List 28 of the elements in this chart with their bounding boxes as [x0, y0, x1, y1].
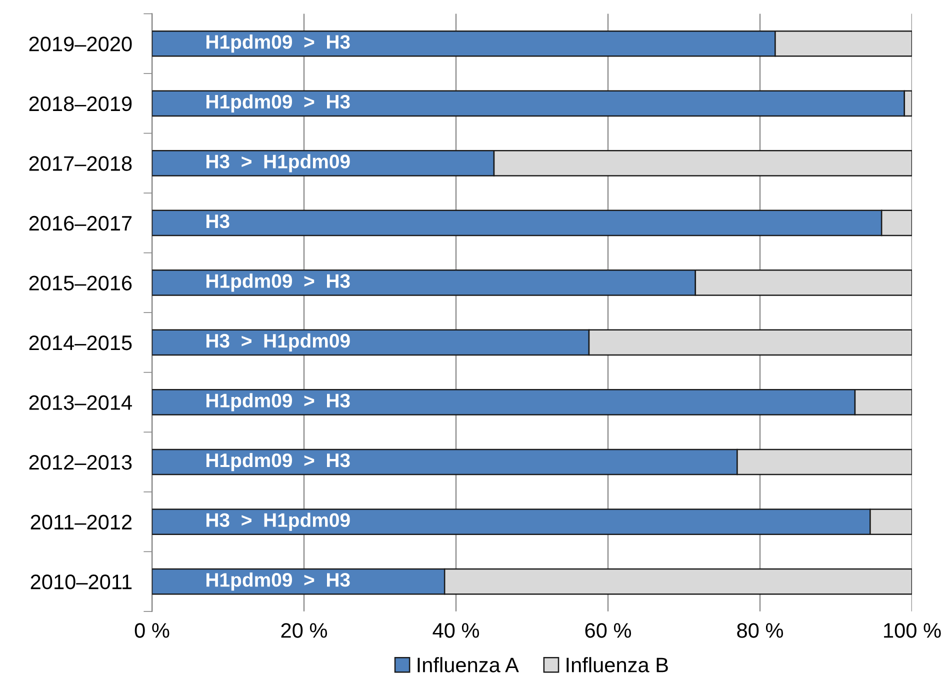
- x-tick-label: 80 %: [737, 623, 783, 638]
- annotation: H3 > H1pdm09: [206, 333, 350, 352]
- annotation: H3 > H1pdm09: [206, 512, 350, 531]
- x-tick-label: 0 %: [134, 623, 170, 638]
- y-tick-label: 2014–2015: [29, 335, 132, 350]
- x-tick-label: 100 %: [884, 623, 941, 638]
- annotation: H1pdm09 > H3: [206, 572, 350, 591]
- annotation: H3 > H1pdm09: [206, 154, 350, 172]
- y-tick-label: 2013–2014: [29, 395, 132, 410]
- x-tick-label: 60 %: [585, 623, 632, 638]
- y-tick-label: 2018–2019: [29, 96, 132, 112]
- y-tick-label: 2016–2017: [29, 216, 132, 231]
- y-tick-label: 2019–2020: [29, 36, 132, 52]
- x-tick-label: 40 %: [432, 623, 480, 638]
- y-tick-label: 2015–2016: [29, 276, 132, 290]
- annotation: H1pdm09 > H3: [206, 34, 350, 53]
- annotation: H1pdm09 > H3: [206, 452, 350, 472]
- annotation: H1pdm09 > H3: [206, 393, 350, 412]
- x-tick-label: 20 %: [281, 623, 328, 638]
- y-tick-label: 2017–2018: [29, 156, 132, 171]
- legend-label: Influenza A: [418, 657, 519, 672]
- annotation: H1pdm09 > H3: [206, 274, 350, 292]
- y-tick-label: 2011–2012: [30, 514, 132, 530]
- annotation: H3: [206, 214, 230, 228]
- legend-label: Influenza B: [566, 657, 668, 672]
- annotation: H1pdm09 > H3: [206, 94, 350, 112]
- y-tick-label: 2012–2013: [29, 455, 132, 470]
- y-tick-label: 2010–2011: [30, 574, 132, 590]
